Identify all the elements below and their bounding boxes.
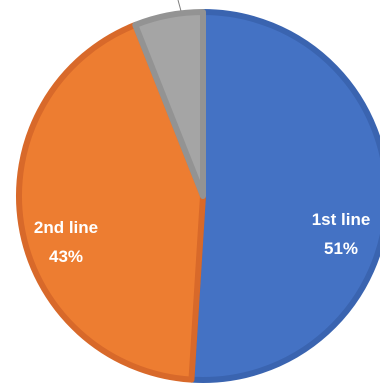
pie-slice-1st-line [188,9,380,383]
slice-label-1st-line: 1st line [312,210,371,229]
slice-label-2nd-line: 2nd line [34,218,98,237]
slice-value-2nd-line: 43% [49,247,83,266]
pie-slices [16,9,380,383]
pie-slice-other [132,9,206,199]
slice-value-1st-line: 51% [324,239,358,258]
leader-line [177,0,182,12]
pie-slice-2nd-line [16,21,206,383]
